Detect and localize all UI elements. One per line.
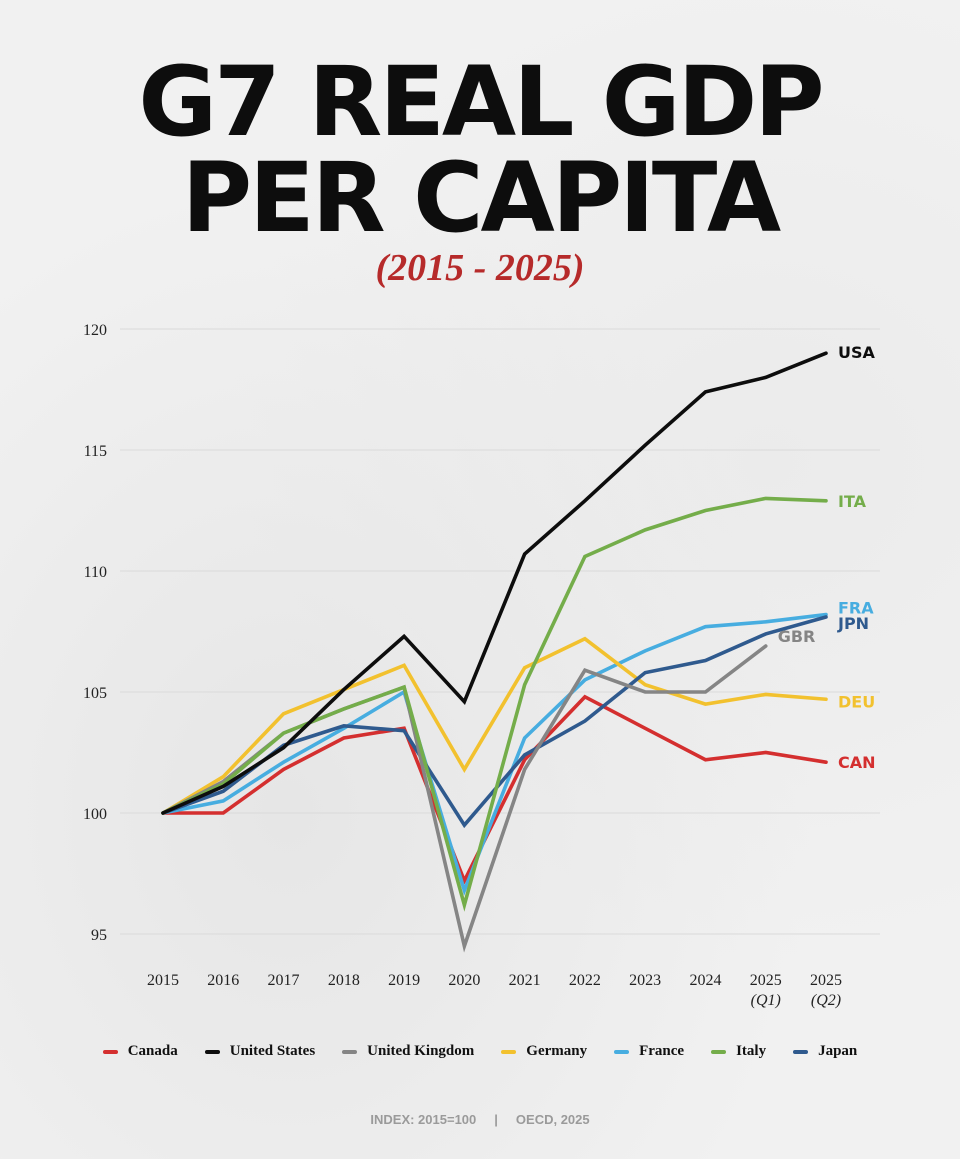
x-tick-label: 2025 <box>810 972 842 989</box>
legend-label: France <box>639 1043 685 1059</box>
legend-swatch <box>342 1049 358 1054</box>
legend-label: United States <box>229 1043 316 1059</box>
grid <box>120 328 880 935</box>
legend-item-united-kingdom: United Kingdom <box>342 1043 474 1060</box>
end-label-gbr: GBR <box>778 627 816 646</box>
x-tick-label: 2019 <box>388 972 420 989</box>
legend-swatch <box>501 1049 517 1054</box>
x-tick-label: (Q1) <box>751 992 781 1009</box>
legend-label: Canada <box>127 1043 178 1059</box>
series-line-italy <box>161 496 828 912</box>
end-label-usa: USA <box>838 343 876 362</box>
legend-label: Japan <box>818 1043 858 1059</box>
end-label-deu: DEU <box>838 692 875 711</box>
x-tick-label: 2025 <box>750 972 782 989</box>
title-line-2: PER CAPITA <box>181 142 781 254</box>
legend-swatch <box>102 1049 118 1054</box>
end-label-ita: ITA <box>838 492 867 511</box>
series-end-labels: CAN USA GBR DEU FRA ITA JPN <box>778 343 876 772</box>
series-line-united-states <box>161 351 828 815</box>
x-axis-ticks: 2015 2016 2017 2018 2019 2020 2021 2022 2023 2024… <box>147 972 842 1009</box>
x-tick-label: 2017 <box>268 972 300 989</box>
x-tick-label: 2021 <box>509 972 541 989</box>
y-tick-label: 115 <box>84 443 107 460</box>
x-tick-label: 2024 <box>689 972 721 989</box>
legend-item-germany: Germany <box>501 1043 587 1060</box>
legend-item-japan: Japan <box>793 1043 857 1060</box>
legend-item-italy: Italy <box>711 1043 766 1060</box>
footer-source: OECD, 2025 <box>515 1112 590 1127</box>
legend-item-united-states: United States <box>204 1043 316 1060</box>
legend-swatch <box>711 1049 727 1054</box>
legend-label: United Kingdom <box>367 1043 475 1059</box>
legend-item-france: France <box>614 1043 684 1060</box>
y-tick-label: 110 <box>84 564 107 581</box>
legend-swatch <box>204 1049 220 1054</box>
x-tick-label: 2023 <box>629 972 661 989</box>
legend-label: Italy <box>736 1043 767 1059</box>
footer-separator: | <box>494 1112 498 1127</box>
y-axis-ticks: 95 100 105 110 115 120 <box>83 322 107 944</box>
series-lines <box>161 351 828 953</box>
subtitle: (2015 - 2025) <box>375 247 585 289</box>
y-tick-label: 105 <box>83 685 107 702</box>
series-line-france <box>161 612 828 896</box>
title-line-1: G7 REAL GDP <box>138 46 824 158</box>
footer: INDEX: 2015=100 | OECD, 2025 <box>0 1112 960 1127</box>
x-tick-label: 2016 <box>207 972 239 989</box>
y-tick-label: 120 <box>83 322 107 339</box>
footer-index: INDEX: 2015=100 <box>370 1112 477 1127</box>
x-tick-label: 2022 <box>569 972 601 989</box>
legend: Canada United States United Kingdom Germany… <box>0 1043 960 1060</box>
end-label-can: CAN <box>838 753 876 772</box>
series-line-germany <box>161 636 828 815</box>
legend-label: Germany <box>526 1043 588 1059</box>
x-tick-label: 2018 <box>328 972 360 989</box>
y-tick-label: 95 <box>91 927 107 944</box>
x-tick-label: 2020 <box>448 972 480 989</box>
legend-swatch <box>614 1049 630 1054</box>
legend-item-canada: Canada <box>102 1043 178 1060</box>
end-label-fra: FRA <box>838 599 874 618</box>
legend-swatch <box>793 1049 809 1054</box>
x-tick-label: 2015 <box>147 972 179 989</box>
x-tick-label: (Q2) <box>811 992 841 1009</box>
y-tick-label: 100 <box>83 806 107 823</box>
end-label-jpn: JPN <box>837 614 869 633</box>
series-line-canada <box>161 694 828 886</box>
